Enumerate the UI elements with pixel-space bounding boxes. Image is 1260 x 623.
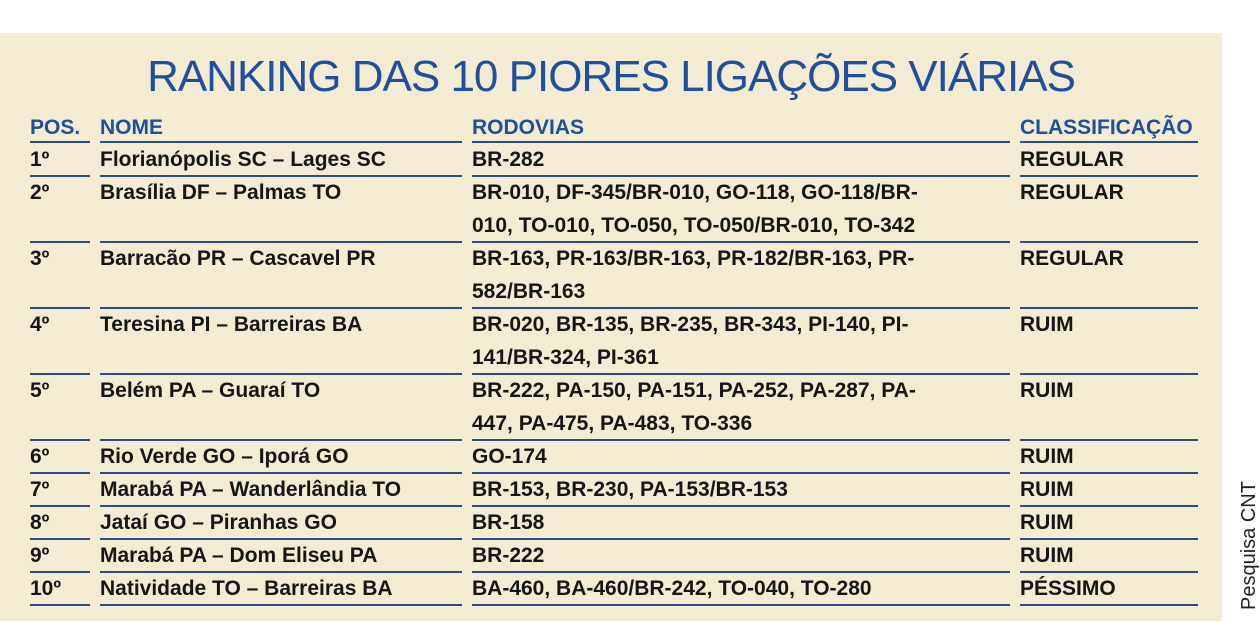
- row-rule: [472, 241, 1010, 243]
- row-rule: [1020, 307, 1198, 309]
- route-name: Teresina PI – Barreiras BA: [100, 313, 363, 336]
- row-rule: [1020, 505, 1198, 507]
- row-rule: [1020, 241, 1198, 243]
- panel: [0, 33, 1222, 621]
- route-name: Brasília DF – Palmas TO: [100, 181, 342, 204]
- row-rule: [1020, 604, 1198, 606]
- row-rule: [472, 538, 1010, 540]
- route-name: Natividade TO – Barreiras BA: [100, 577, 393, 600]
- row-rule: [1020, 141, 1198, 143]
- position: 9º: [30, 544, 50, 567]
- row-rule: [30, 505, 90, 507]
- classification: REGULAR: [1020, 148, 1124, 171]
- row-rule: [30, 472, 90, 474]
- row-rule: [1020, 175, 1198, 177]
- position: 4º: [30, 313, 50, 336]
- column-header: NOME: [100, 116, 163, 139]
- highways: BR-020, BR-135, BR-235, BR-343, PI-140, …: [472, 313, 909, 336]
- row-rule: [100, 571, 462, 573]
- route-name: Barracão PR – Cascavel PR: [100, 247, 376, 270]
- position: 6º: [30, 445, 50, 468]
- row-rule: [472, 604, 1010, 606]
- route-name: Marabá PA – Dom Eliseu PA: [100, 544, 378, 567]
- row-rule: [30, 571, 90, 573]
- row-rule: [30, 538, 90, 540]
- source: Pesquisa CNT: [1238, 481, 1260, 610]
- row-rule: [30, 439, 90, 441]
- highways: 141/BR-324, PI-361: [472, 346, 659, 369]
- row-rule: [100, 141, 462, 143]
- route-name: Marabá PA – Wanderlândia TO: [100, 478, 402, 501]
- route-name: Rio Verde GO – Iporá GO: [100, 445, 349, 468]
- row-rule: [100, 175, 462, 177]
- row-rule: [30, 373, 90, 375]
- classification: REGULAR: [1020, 247, 1124, 270]
- highways: BR-158: [472, 511, 545, 534]
- row-rule: [472, 505, 1010, 507]
- highways: BR-163, PR-163/BR-163, PR-182/BR-163, PR…: [472, 247, 915, 270]
- row-rule: [100, 373, 462, 375]
- classification: RUIM: [1020, 313, 1074, 336]
- row-rule: [100, 472, 462, 474]
- classification: RUIM: [1020, 478, 1074, 501]
- row-rule: [30, 307, 90, 309]
- classification: PÉSSIMO: [1020, 577, 1116, 600]
- row-rule: [100, 241, 462, 243]
- position: 10º: [30, 577, 62, 600]
- row-rule: [472, 141, 1010, 143]
- column-header: POS.: [30, 116, 81, 139]
- highways: BR-153, BR-230, PA-153/BR-153: [472, 478, 788, 501]
- row-rule: [1020, 472, 1198, 474]
- classification: REGULAR: [1020, 181, 1124, 204]
- row-rule: [30, 175, 90, 177]
- row-rule: [30, 241, 90, 243]
- title: RANKING DAS 10 PIORES LIGAÇÕES VIÁRIAS: [147, 52, 1076, 101]
- row-rule: [100, 505, 462, 507]
- highways: BA-460, BA-460/BR-242, TO-040, TO-280: [472, 577, 872, 600]
- row-rule: [1020, 373, 1198, 375]
- row-rule: [100, 307, 462, 309]
- row-rule: [100, 604, 462, 606]
- highways: BR-222, PA-150, PA-151, PA-252, PA-287, …: [472, 379, 916, 402]
- highways: 447, PA-475, PA-483, TO-336: [472, 412, 753, 435]
- route-name: Belém PA – Guaraí TO: [100, 379, 321, 402]
- classification: RUIM: [1020, 511, 1074, 534]
- position: 3º: [30, 247, 50, 270]
- row-rule: [472, 439, 1010, 441]
- classification: RUIM: [1020, 544, 1074, 567]
- row-rule: [472, 571, 1010, 573]
- row-rule: [100, 538, 462, 540]
- column-header: CLASSIFICAÇÃO: [1020, 116, 1193, 139]
- row-rule: [1020, 538, 1198, 540]
- highways: BR-222: [472, 544, 545, 567]
- row-rule: [30, 604, 90, 606]
- row-rule: [472, 175, 1010, 177]
- position: 7º: [30, 478, 50, 501]
- route-name: Florianópolis SC – Lages SC: [100, 148, 386, 171]
- row-rule: [1020, 571, 1198, 573]
- column-header: RODOVIAS: [472, 116, 585, 139]
- classification: RUIM: [1020, 445, 1074, 468]
- position: 1º: [30, 148, 50, 171]
- classification: RUIM: [1020, 379, 1074, 402]
- position: 8º: [30, 511, 50, 534]
- position: 2º: [30, 181, 50, 204]
- position: 5º: [30, 379, 50, 402]
- row-rule: [30, 141, 90, 143]
- route-name: Jataí GO – Piranhas GO: [100, 511, 337, 534]
- highways: BR-010, DF-345/BR-010, GO-118, GO-118/BR…: [472, 181, 918, 204]
- highways: BR-282: [472, 148, 545, 171]
- row-rule: [472, 472, 1010, 474]
- row-rule: [100, 439, 462, 441]
- row-rule: [472, 373, 1010, 375]
- highways: 582/BR-163: [472, 280, 586, 303]
- row-rule: [472, 307, 1010, 309]
- row-rule: [1020, 439, 1198, 441]
- highways: 010, TO-010, TO-050, TO-050/BR-010, TO-3…: [472, 214, 916, 237]
- highways: GO-174: [472, 445, 547, 468]
